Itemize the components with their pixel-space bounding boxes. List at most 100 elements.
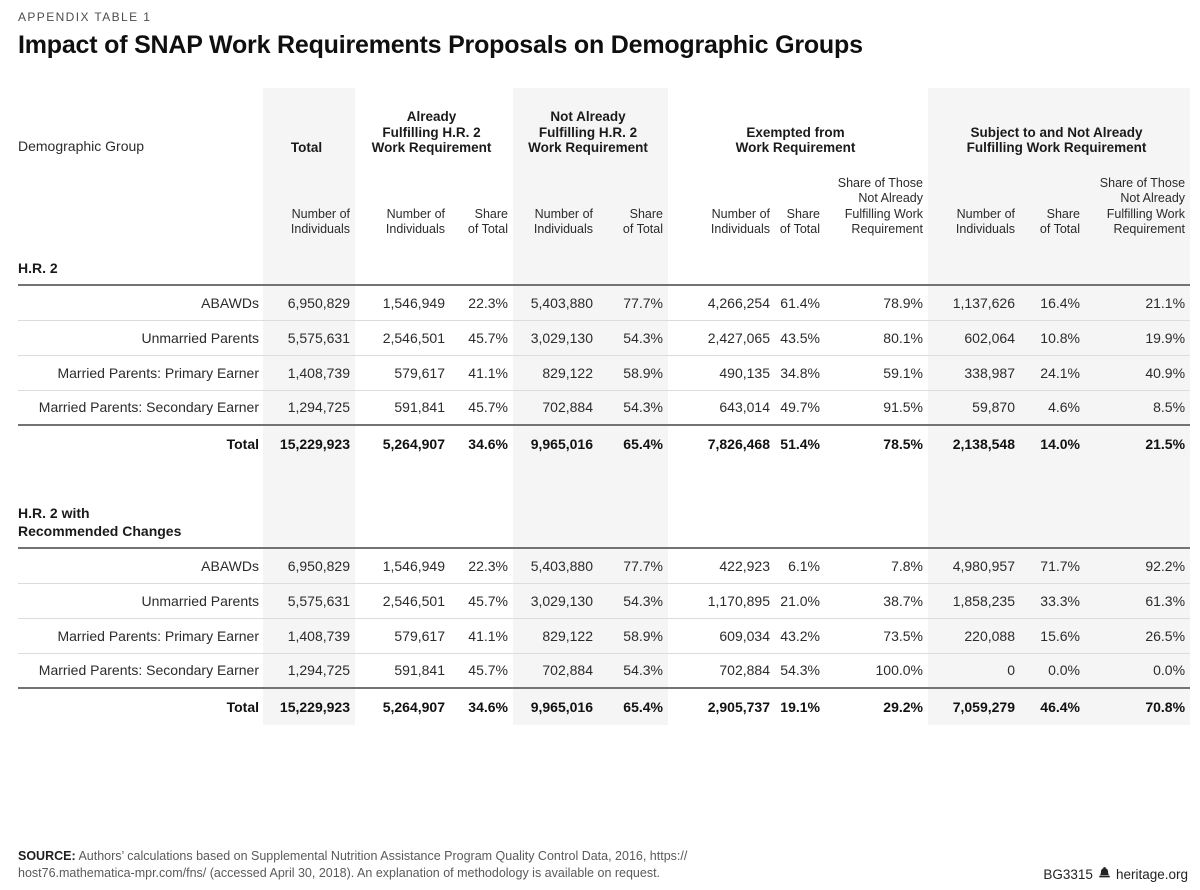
column-header-demographic-group: Demographic Group	[18, 137, 145, 154]
total-cell: 34.6%	[468, 436, 508, 452]
table-cell: 4,980,957	[928, 548, 1020, 584]
section-heading-band-cell	[668, 245, 775, 286]
table-cell: 45.7%	[450, 390, 513, 426]
column-header-number-of-individuals: Number of Individuals	[928, 161, 1020, 245]
total-row-label: Total	[226, 436, 259, 452]
table-cell: 8.5%	[1085, 390, 1191, 426]
column-header-share-of-total: Share of Total	[598, 161, 668, 245]
total-cell: 65.4%	[598, 688, 668, 725]
section-heading-band-cell	[450, 462, 513, 549]
section-heading: H.R. 2 with Recommended Changes	[18, 462, 263, 549]
section-heading-band-cell	[263, 462, 355, 549]
table-cell: 829,122	[513, 618, 598, 654]
table-cell: 54.3%	[598, 583, 668, 619]
table-cell: 5,575,631	[263, 320, 355, 356]
row-label: ABAWDs	[18, 285, 263, 321]
total-cell: 19.1%	[780, 699, 820, 715]
table-cell: 1,294,725	[263, 653, 355, 689]
column-header-number-of-individuals: Number of Individuals	[263, 161, 355, 245]
table-group-header-row: Demographic Group Total Already Fulfilling …	[18, 88, 1191, 161]
table-row-abawds: ABAWDs 6,950,829 1,546,949 22.3% 5,403,880 77…	[18, 285, 1191, 321]
row-label: ABAWDs	[18, 548, 263, 584]
table-cell: 6,950,829	[263, 548, 355, 584]
column-group-subject-to-and-not-already-fulfilling-work-requirement: Subject to and Not Already Fulfilling Wor…	[928, 88, 1191, 161]
total-cell: 34.6%	[468, 699, 508, 715]
table-kicker: APPENDIX TABLE 1	[18, 10, 152, 24]
section-heading-band-cell	[1020, 462, 1085, 549]
table-cell: 6.1%	[775, 548, 825, 584]
section-heading-band-cell	[513, 245, 598, 286]
table-cell: 1,294,725	[263, 390, 355, 426]
table-cell: 579,617	[355, 355, 450, 391]
table-cell: 41.1%	[450, 355, 513, 391]
table-cell: 40.9%	[1085, 355, 1191, 391]
table-cell: 41.1%	[450, 618, 513, 654]
table-cell: 22.3%	[450, 285, 513, 321]
total-cell: 7,059,279	[928, 688, 1020, 725]
table-cell: 19.9%	[1085, 320, 1191, 356]
total-row: Total 15,229,923 5,264,907 34.6% 9,965,016 65…	[18, 688, 1191, 725]
section-heading-band-cell	[513, 462, 598, 549]
table-cell: 58.9%	[598, 355, 668, 391]
row-label: Unmarried Parents	[18, 583, 263, 619]
table-cell: 54.3%	[598, 653, 668, 689]
column-header-share-of-those-not-already-fulfilling-work-requirement: Share of Those Not Already Fulfilling Work…	[1085, 161, 1191, 245]
table-cell: 0.0%	[1020, 653, 1085, 689]
source-text-line1: Authors’ calculations based on Supplemen…	[75, 848, 688, 863]
table-cell: 1,546,949	[355, 285, 450, 321]
table-cell: 591,841	[355, 653, 450, 689]
table-cell: 71.7%	[1020, 548, 1085, 584]
table-cell: 45.7%	[450, 583, 513, 619]
source-label: SOURCE:	[18, 848, 76, 863]
table-cell: 54.3%	[775, 653, 825, 689]
total-cell: 5,264,907	[382, 699, 445, 715]
table-cell: 602,064	[928, 320, 1020, 356]
table-row-married-parents-secondary-earner: Married Parents: Secondary Earner 1,294,7…	[18, 390, 1191, 426]
table-cell: 38.7%	[825, 583, 928, 619]
column-header-number-of-individuals: Number of Individuals	[710, 206, 770, 236]
total-cell: 46.4%	[1020, 688, 1085, 725]
table-row-unmarried-parents: Unmarried Parents 5,575,631 2,546,501 45.7%…	[18, 320, 1191, 356]
table-cell: 2,427,065	[668, 320, 775, 356]
section-heading-band-cell	[355, 245, 450, 286]
row-label: Unmarried Parents	[18, 320, 263, 356]
table-cell: 1,408,739	[263, 618, 355, 654]
total-cell: 29.2%	[883, 699, 923, 715]
total-cell: 5,264,907	[382, 436, 445, 452]
table-cell: 45.7%	[450, 320, 513, 356]
table-cell: 1,170,895	[668, 583, 775, 619]
table-cell: 59,870	[928, 390, 1020, 426]
table-cell: 3,029,130	[513, 583, 598, 619]
table-cell: 22.3%	[450, 548, 513, 584]
site-name[interactable]: heritage.org	[1115, 866, 1188, 882]
row-label: Married Parents: Primary Earner	[18, 618, 263, 654]
table-cell: 1,408,739	[263, 355, 355, 391]
table-cell: 5,403,880	[513, 548, 598, 584]
table-cell: 829,122	[513, 355, 598, 391]
section-heading-band-cell	[1085, 245, 1191, 286]
table-cell: 4.6%	[1020, 390, 1085, 426]
section-heading-band-cell	[928, 245, 1020, 286]
table-cell: 24.1%	[1020, 355, 1085, 391]
column-group-not-already-fulfilling-h-r-2-work-requirement: Not Already Fulfilling H.R. 2 Work Require…	[513, 88, 668, 161]
column-header-share-of-total: Share of Total	[779, 206, 820, 236]
row-label: Married Parents: Secondary Earner	[18, 390, 263, 426]
table-cell: 61.4%	[775, 285, 825, 321]
column-group-already-fulfilling-h-r-2-work-requirement: Already Fulfilling H.R. 2 Work Requirement	[371, 109, 492, 156]
table-cell: 7.8%	[825, 548, 928, 584]
section-heading: H.R. 2	[18, 245, 263, 286]
total-cell: 65.4%	[598, 425, 668, 462]
table-cell: 33.3%	[1020, 583, 1085, 619]
demographics-table: Demographic Group Total Already Fulfilling …	[18, 88, 1191, 725]
table-cell: 0.0%	[1085, 653, 1191, 689]
table-cell: 4,266,254	[668, 285, 775, 321]
table-row-abawds: ABAWDs 6,950,829 1,546,949 22.3% 5,403,880 77…	[18, 548, 1191, 584]
table-cell: 49.7%	[775, 390, 825, 426]
table-cell: 1,858,235	[928, 583, 1020, 619]
row-label: Married Parents: Primary Earner	[18, 355, 263, 391]
total-cell: 15,229,923	[263, 425, 355, 462]
table-cell: 0	[928, 653, 1020, 689]
table-cell: 92.2%	[1085, 548, 1191, 584]
sub-header-spacer	[18, 161, 263, 245]
total-cell: 14.0%	[1020, 425, 1085, 462]
